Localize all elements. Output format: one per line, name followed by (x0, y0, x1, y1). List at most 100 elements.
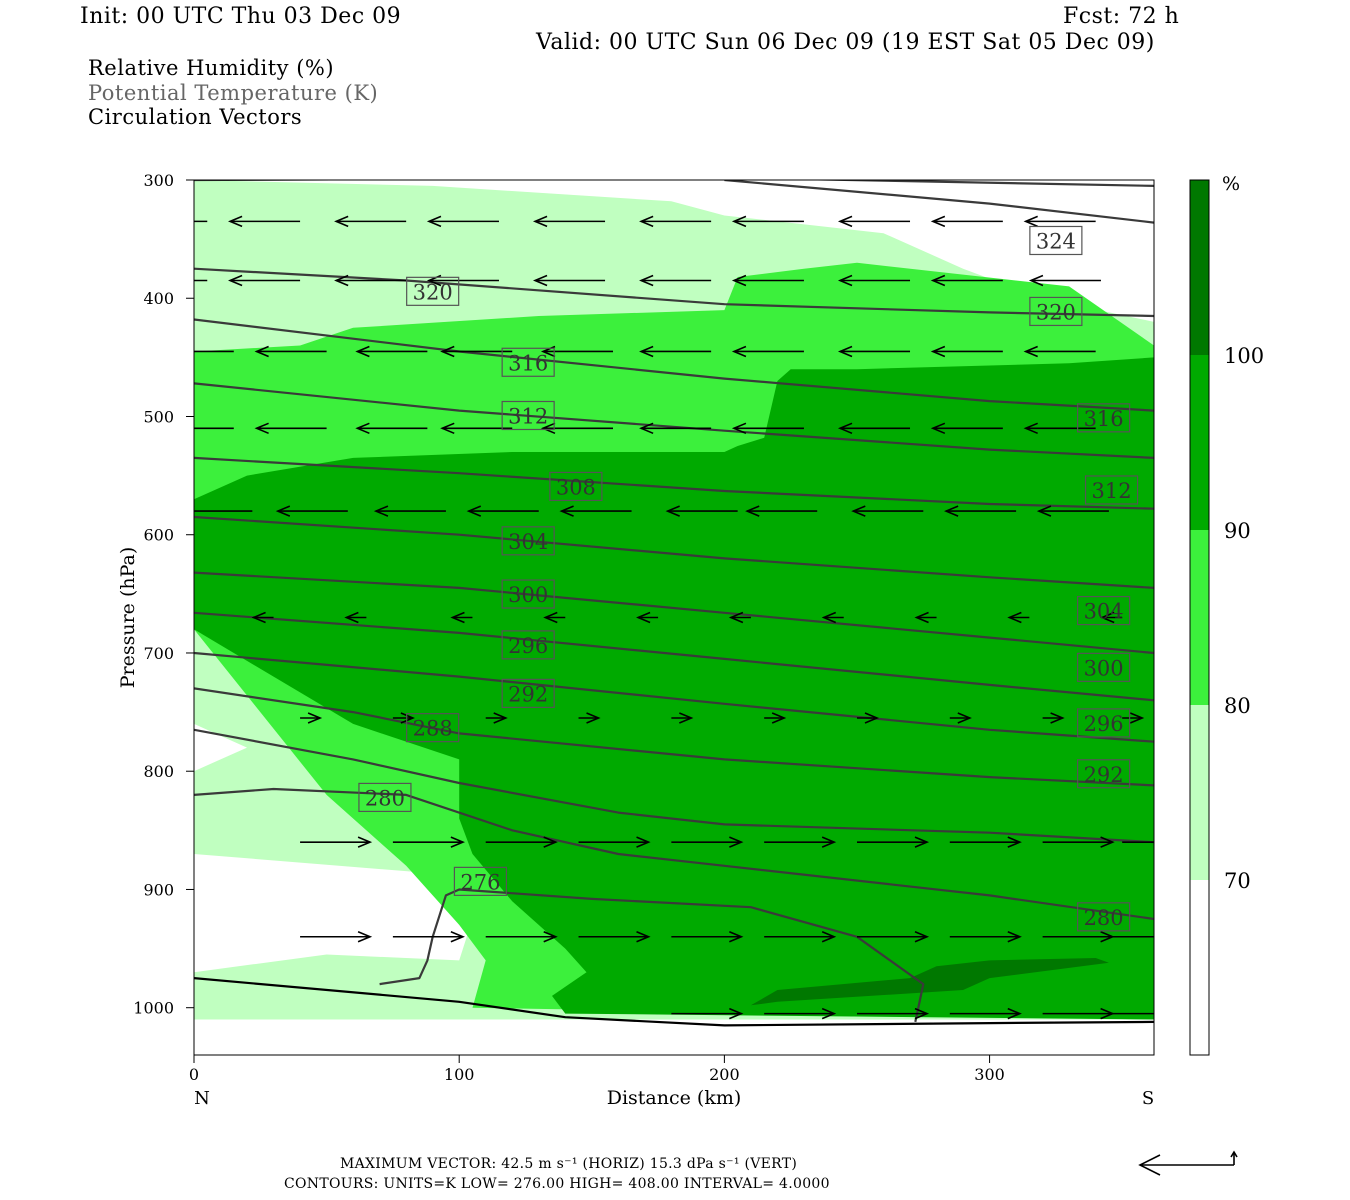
theta-contour-284 (194, 728, 1154, 844)
svg-text:300: 300 (508, 583, 548, 607)
circulation-vector (334, 215, 407, 228)
circulation-vector (450, 611, 473, 624)
init-time-label: Init: 00 UTC Thu 03 Dec 09 (80, 4, 402, 29)
rh-shading-90 (194, 357, 1154, 1020)
theta-contour-276 (379, 888, 925, 1023)
contour-label: 280 (1077, 902, 1131, 932)
circulation-vector (392, 931, 465, 943)
circulation-vector (949, 1007, 1022, 1020)
y-tick-label: 700 (143, 644, 174, 663)
circulation-vector (639, 422, 712, 435)
circulation-vector (355, 422, 428, 435)
circulation-vector (1023, 215, 1096, 228)
y-tick-label: 1000 (133, 999, 174, 1018)
circulation-vector (837, 215, 911, 228)
circulation-vector (856, 712, 880, 724)
circulation-vector (671, 712, 694, 724)
colorbar-segment (1190, 180, 1209, 355)
theta-contour-324 (194, 180, 1154, 187)
y-tick-label: 600 (143, 526, 174, 545)
contour-label: 288 (406, 713, 460, 743)
circulation-vector (1028, 274, 1101, 287)
rh-shading-100 (750, 958, 1109, 1006)
circulation-vector (578, 931, 651, 943)
contour-label: 320 (1029, 296, 1083, 327)
circulation-vector (485, 931, 558, 943)
colorbar-frame (1189, 179, 1210, 1056)
circulation-vector (639, 215, 712, 228)
circulation-vector (1122, 841, 1154, 843)
x-tick-label: 200 (709, 1065, 740, 1084)
contour-label: 296 (1077, 708, 1131, 738)
circulation-vector (559, 505, 632, 517)
circulation-vector (1100, 611, 1123, 624)
svg-text:292: 292 (1084, 763, 1124, 787)
circulation-vector (355, 345, 428, 358)
max-vector-info: MAXIMUM VECTOR: 42.5 m s⁻¹ (HORIZ) 15.3 … (340, 1156, 798, 1172)
svg-text:280: 280 (365, 786, 405, 810)
contour-label: 300 (1077, 652, 1131, 682)
circulation-vector (440, 345, 513, 358)
circulation-vector (639, 345, 712, 358)
theta-contour-308 (194, 456, 1154, 510)
circulation-vector (1007, 611, 1030, 624)
x-axis-label: Distance (km) (607, 1087, 742, 1109)
circulation-vector (764, 1007, 837, 1020)
svg-text:304: 304 (508, 530, 548, 554)
svg-text:300: 300 (1084, 656, 1124, 680)
svg-text:312: 312 (1092, 479, 1132, 503)
svg-text:320: 320 (413, 280, 453, 304)
colorbar-unit: % (1222, 173, 1240, 195)
contour-label: 308 (549, 471, 603, 502)
circulation-vector (300, 836, 373, 848)
legend-circulation-vectors: Circulation Vectors (88, 105, 303, 129)
contour-label: 292 (501, 678, 555, 708)
contour-label: 300 (501, 579, 555, 609)
circulation-vector (837, 274, 911, 287)
svg-text:276: 276 (460, 870, 500, 894)
circulation-vector (485, 712, 508, 724)
circulation-vector (344, 611, 367, 624)
circulation-vector (856, 836, 930, 848)
circulation-vector (194, 279, 208, 282)
circulation-vector (1042, 712, 1065, 724)
y-axis-label: Pressure (hPa) (117, 547, 139, 689)
circulation-vector (944, 505, 1017, 517)
circulation-vector (1036, 505, 1109, 517)
theta-contour-316 (194, 318, 1154, 412)
contour-label: 280 (358, 782, 412, 813)
circulation-vector (227, 274, 301, 287)
circulation-vector (914, 611, 937, 624)
colorbar-label: 90 (1224, 519, 1251, 543)
circulation-vector (636, 611, 659, 624)
svg-text:312: 312 (508, 404, 548, 428)
circulation-vector (731, 422, 804, 435)
contour-label: 320 (406, 276, 460, 306)
circulation-vector (532, 215, 606, 228)
svg-text:316: 316 (508, 351, 548, 375)
circulation-vector (728, 611, 751, 624)
circulation-vector (930, 345, 1003, 358)
circulation-vector (949, 712, 972, 724)
y-tick-label: 500 (143, 407, 174, 426)
contour-label: 316 (501, 347, 555, 377)
x-tick-label: 300 (974, 1065, 1005, 1084)
circulation-vector (1023, 422, 1096, 435)
circulation-vector (373, 505, 446, 517)
circulation-vector (837, 422, 911, 435)
contour-label: 312 (501, 400, 555, 431)
theta-contour-288 (194, 687, 1154, 787)
svg-text:316: 316 (1084, 407, 1124, 431)
circulation-vector (639, 274, 712, 287)
circulation-vector (837, 345, 911, 358)
y-tick-label: 800 (143, 762, 174, 781)
colorbar-label: 100 (1224, 344, 1264, 368)
theta-contour-292 (194, 651, 1154, 743)
contour-label: 324 (1029, 225, 1083, 256)
circulation-vector (466, 505, 539, 517)
theta-contour-300 (194, 571, 1154, 655)
circulation-vector (930, 422, 1003, 435)
theta-contour-312 (194, 382, 1154, 459)
reference-vector (1138, 1150, 1238, 1176)
